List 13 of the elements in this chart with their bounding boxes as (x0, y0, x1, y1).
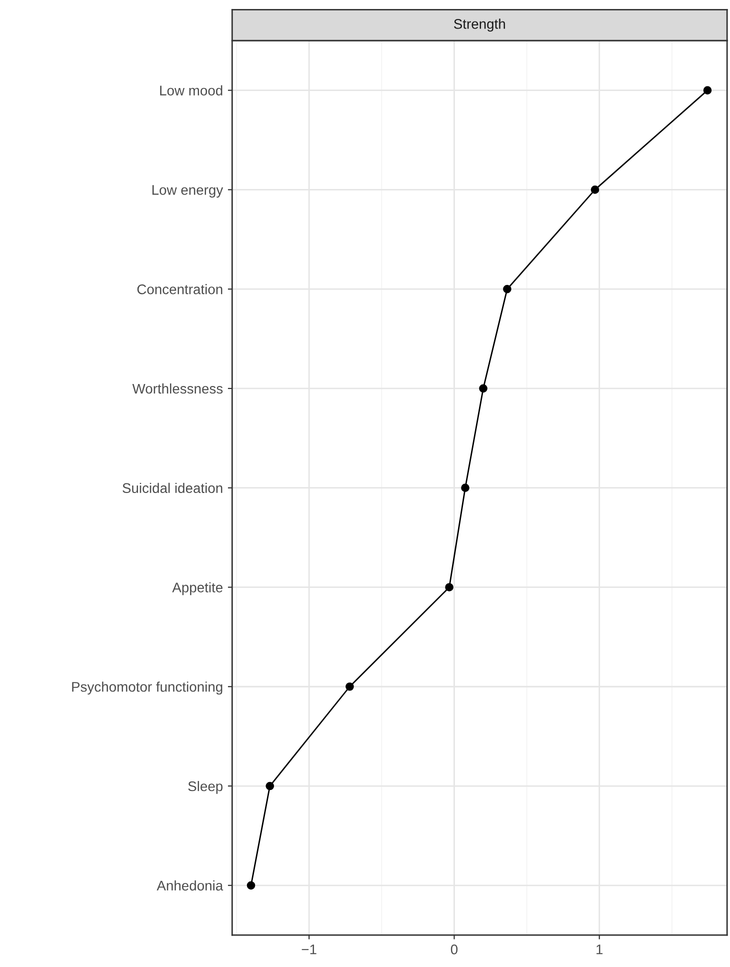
y-tick-label: Low mood (160, 85, 222, 96)
y-tick-label: Sleep (188, 780, 223, 794)
x-tick-label: −1 (302, 944, 316, 954)
y-tick-label: Psychomotor functioning (72, 682, 222, 695)
y-tick-label: Concentration (137, 284, 222, 294)
x-tick-label: 0 (450, 944, 458, 954)
y-tick-label: Low energy (152, 185, 224, 198)
chart-title: Strength (454, 18, 505, 32)
y-tick-label: Worthlessness (132, 383, 223, 394)
y-tick-label: Suicidal ideation (122, 482, 222, 494)
x-tick-label: 1 (596, 944, 603, 954)
y-tick-label: Appetite (172, 582, 222, 596)
y-tick-label: Anhedonia (156, 880, 224, 891)
